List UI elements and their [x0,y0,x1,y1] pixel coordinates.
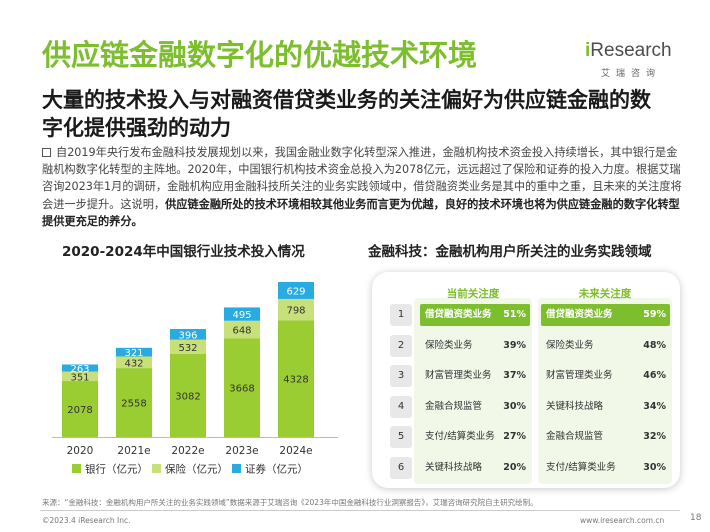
bar-segment [224,307,260,321]
bar-segment [224,320,260,339]
bar-value-label: 2558 [121,399,146,410]
bar-value-label: 3668 [229,384,254,395]
current-domain-label: 支付/结算类业务 [425,431,495,442]
bar-segment [62,381,98,437]
future-domain-value: 34% [643,400,666,412]
future-domain-label: 保险类业务 [546,339,594,351]
bar-segment [170,339,206,354]
legend-swatch [72,464,81,473]
bar-segment [116,356,152,369]
col-header-current: 当前关注度 [446,288,500,300]
website: www.iresearch.com.cn [580,516,665,525]
page-number: 18 [690,513,702,523]
rank-number: 4 [390,395,412,418]
bar-value-label: 798 [286,306,305,317]
rank-number: 5 [390,426,412,448]
ranking-row: 3 财富管理类业务 37% 财富管理类业务 46% [0,365,710,389]
future-domain-value: 32% [643,431,666,442]
legend-swatch [232,464,241,473]
future-domain-value: 59% [640,304,670,326]
current-domain-label: 保险类业务 [425,339,473,351]
future-domain-label: 财富管理类业务 [546,370,613,381]
current-domain-label: 关键科技战略 [425,461,483,473]
bar-value-label: 263 [70,364,89,375]
bar-segment [116,347,152,357]
bar-segment [116,368,152,437]
page-title: 供应链金融数字化的优越技术环境 [42,38,478,72]
rank-number: 6 [390,456,412,479]
rank-number: 3 [390,365,412,387]
future-domain-label: 关键科技战略 [546,400,604,412]
footer-divider [40,510,680,511]
bar-value-label: 4328 [283,375,308,386]
current-domain-value: 39% [503,339,526,351]
bar-segment [224,338,260,437]
bar-value-label: 321 [124,348,143,359]
future-domain-value: 48% [643,339,666,351]
bar-value-label: 432 [124,358,143,369]
source-note: 来源：“金融科技：金融机构用户所关注的业务实践领域”数据来源于艾瑞咨询《2023… [42,498,538,507]
future-domain-label: 借贷融资类业务 [541,304,669,326]
legend-label: 银行（亿元） [85,463,148,476]
legend-swatch [152,464,161,473]
bar-segment [278,298,314,321]
rank-number: 1 [390,304,412,326]
iresearch-logo: iResearch 艾瑞咨询 [585,40,672,79]
x-tick-label: 2022e [171,445,204,457]
bar-value-label: 629 [286,286,305,297]
ranking-row: 6 关键科技战略 20% 支付/结算类业务 30% [0,456,710,481]
bar-value-label: 532 [178,343,197,354]
body-paragraph: 自2019年央行发布金融科技发展规划以来，我国金融业数字化转型深入推进，金融机构… [42,146,682,228]
bar-segment [62,371,98,382]
logo-sub: 艾瑞咨询 [601,69,662,79]
ranking-row: 1 借贷融资类业务 51% 借贷融资类业务 59% [0,304,710,328]
current-domain-value: 51% [500,304,530,326]
ranking-row: 4 金融合规监管 30% 关键科技战略 34% [0,395,710,420]
ranking-row: 2 保险类业务 39% 保险类业务 48% [0,334,710,359]
future-domain-label: 金融合规监管 [546,431,604,442]
bullet-square-icon [42,148,51,157]
x-tick-label: 2020 [67,445,94,457]
x-tick-label: 2024e [279,445,312,457]
future-domain-value: 46% [643,370,666,381]
col-header-future: 未来关注度 [578,288,632,300]
current-domain-label: 金融合规监管 [425,400,483,412]
bar-value-label: 2078 [67,405,92,416]
bar-value-label: 351 [70,372,89,383]
current-domain-value: 37% [503,370,526,381]
bar-value-label: 495 [232,310,251,321]
chart-title: 2020-2024年中国银行业技术投入情况 [62,244,305,260]
bar-segment [170,328,206,340]
bar-value-label: 3082 [175,391,200,402]
bar-value-label: 396 [178,330,197,341]
x-tick-label: 2021e [117,445,150,457]
bar-value-label: 648 [232,325,251,336]
ranking-row: 5 支付/结算类业务 27% 金融合规监管 32% [0,426,710,450]
current-domain-label: 财富管理类业务 [425,370,492,381]
future-domain-value: 30% [643,461,666,473]
panel-title: 金融科技：金融机构用户所关注的业务实践领域 [368,244,652,260]
bar-segment [278,282,314,299]
page-subtitle: 大量的技术投入与对融资借贷类业务的关注偏好为供应链金融的数字化提供强劲的动力 [42,88,651,140]
current-domain-value: 20% [503,461,526,473]
bar-segment [170,353,206,437]
copyright: ©2023.4 iResearch Inc. [42,516,131,525]
rank-number: 2 [390,334,412,357]
future-column-bg [538,298,672,484]
current-column-bg [414,298,532,484]
legend-label: 证券（亿元） [245,463,308,476]
bar-segment [62,364,98,372]
legend-label: 保险（亿元） [165,463,228,476]
current-domain-value: 30% [503,400,526,412]
bar-segment [278,320,314,437]
x-tick-label: 2023e [225,445,258,457]
future-domain-label: 支付/结算类业务 [546,461,616,473]
current-domain-value: 27% [503,431,526,442]
